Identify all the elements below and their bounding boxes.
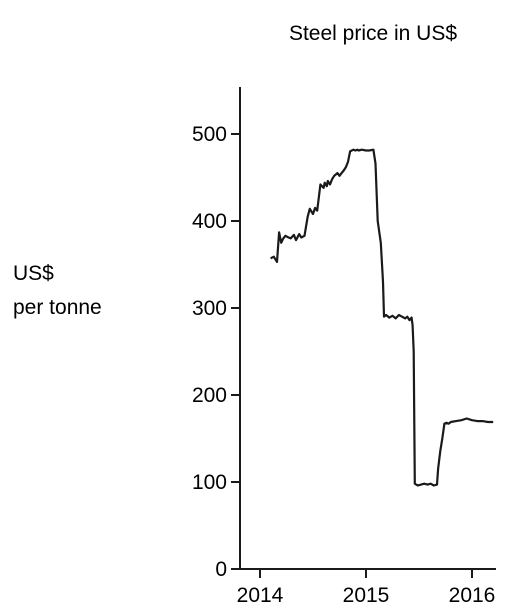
y-tick-label: 200 (192, 384, 227, 407)
y-axis-label-line-2: per tonne (13, 296, 102, 319)
x-ticks: 2014 2015 2016 (237, 569, 496, 607)
y-axis-label-line-1: US$ (13, 262, 54, 285)
y-tick-label: 100 (192, 471, 227, 494)
chart-title: Steel price in US$ (289, 22, 457, 45)
y-tick-label: 300 (192, 297, 227, 320)
x-tick-label: 2016 (449, 584, 496, 607)
y-tick-label: 500 (192, 123, 227, 146)
y-tick-label: 0 (215, 558, 227, 581)
y-ticks: 0 100 200 300 400 500 (192, 123, 240, 581)
x-tick-label: 2015 (343, 584, 390, 607)
price-series-line (270, 148, 494, 487)
x-tick-label: 2014 (237, 584, 284, 607)
y-tick-label: 400 (192, 210, 227, 233)
